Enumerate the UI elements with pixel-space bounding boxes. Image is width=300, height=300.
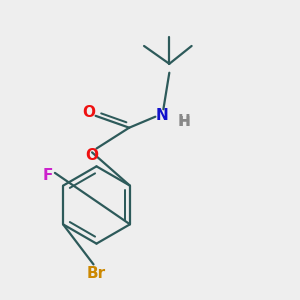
- Text: O: O: [85, 148, 98, 164]
- Text: Br: Br: [87, 266, 106, 281]
- Text: H: H: [178, 115, 190, 129]
- Text: H: H: [178, 114, 190, 129]
- Text: O: O: [82, 105, 96, 120]
- Text: F: F: [42, 168, 52, 183]
- Text: N: N: [155, 108, 168, 123]
